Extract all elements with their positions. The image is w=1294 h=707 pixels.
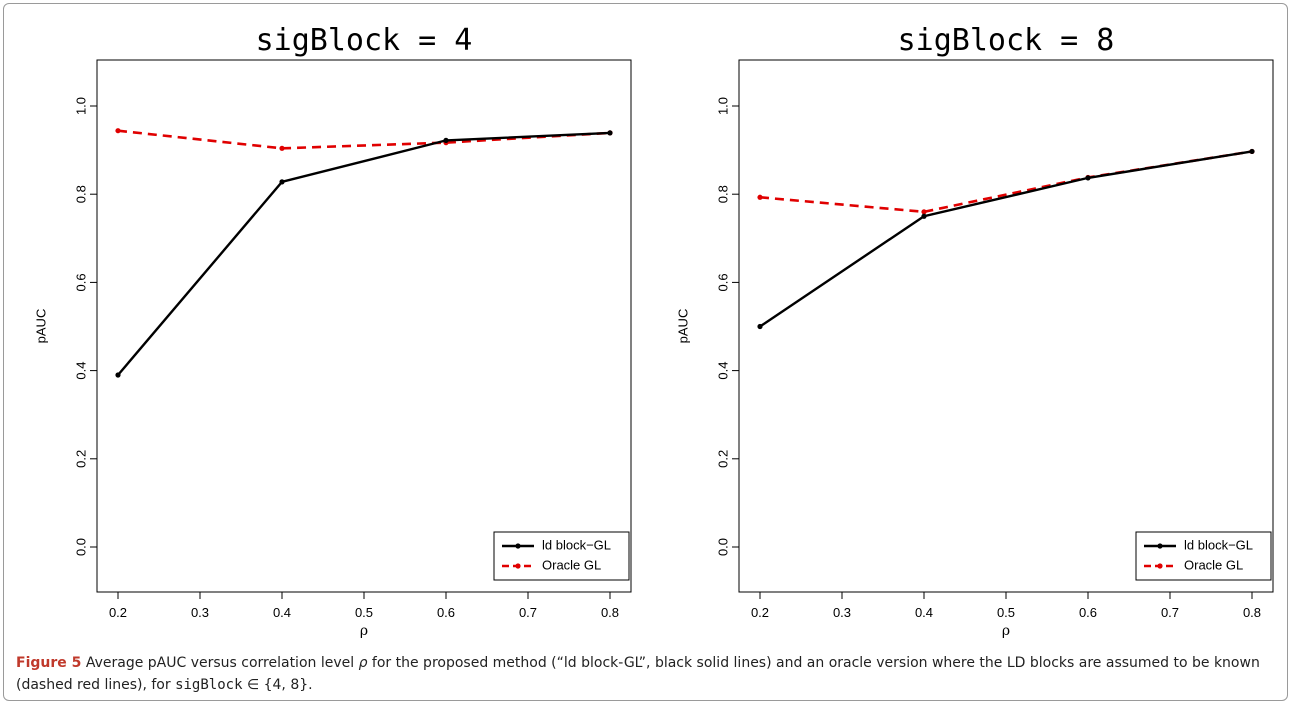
- x-tick-label: 0.5: [997, 605, 1015, 620]
- y-tick-label: 0.2: [715, 450, 730, 468]
- figure-frame: [3, 3, 1288, 701]
- y-tick-label: 0.0: [73, 538, 88, 556]
- x-tick-label: 0.8: [1243, 605, 1261, 620]
- data-point-ld-block-gl: [1249, 148, 1255, 155]
- x-axis-label: ρ: [360, 623, 368, 639]
- caption-text-1: Average pAUC versus correlation level: [81, 655, 359, 671]
- y-axis-label: pAUC: [675, 309, 690, 344]
- y-tick-label: 0.6: [73, 273, 88, 291]
- x-tick-label: 0.2: [751, 605, 769, 620]
- legend-entry-label: ld block−GL: [1184, 537, 1253, 552]
- legend-marker: [515, 563, 521, 569]
- plot-frame: [738, 59, 1274, 593]
- data-point-ld-block-gl: [921, 213, 927, 219]
- legend-box: [1135, 531, 1272, 581]
- series-line-oracle-gl: [759, 150, 1253, 214]
- chart-title: sigBlock = 8: [898, 23, 1115, 58]
- y-tick-label: 0.6: [715, 273, 730, 291]
- series-line-oracle-gl: [117, 129, 611, 150]
- x-tick-label: 0.4: [273, 605, 291, 620]
- y-tick-label: 1.0: [73, 97, 88, 115]
- x-tick-label: 0.5: [355, 605, 373, 620]
- chart-title: sigBlock = 4: [256, 23, 473, 58]
- y-tick-label: 1.0: [715, 97, 730, 115]
- series-line-ld-block-gl: [117, 131, 611, 376]
- chart-panel-1: sigBlock = 4 0.2 0.3 0.4 0.5 0.6 0.7 0.8 0.0 0.2 0…: [33, 23, 632, 639]
- legend-marker: [1157, 563, 1163, 569]
- legend-entry-label: Oracle GL: [1184, 557, 1243, 572]
- legend-box: [493, 531, 630, 581]
- y-tick-label: 0.8: [715, 185, 730, 203]
- data-point-oracle-gl: [115, 128, 121, 134]
- legend-entry-label: ld block−GL: [542, 537, 611, 552]
- data-point-ld-block-gl: [607, 130, 613, 136]
- y-axis-label: pAUC: [33, 309, 48, 344]
- y-tick-label: 0.4: [715, 362, 730, 380]
- x-tick-label: 0.7: [1161, 605, 1179, 620]
- caption-text-2: for the proposed method (“ld block-GL”, …: [16, 655, 1260, 693]
- legend-marker: [515, 543, 521, 549]
- data-point-ld-block-gl: [115, 372, 121, 378]
- legend-entry-label: Oracle GL: [542, 557, 601, 572]
- data-point-oracle-gl: [279, 145, 285, 151]
- chart-panel-2: sigBlock = 8 0.2 0.3 0.4 0.5 0.6 0.7 0.8 0.0 0.2 0…: [675, 23, 1274, 639]
- data-point-ld-block-gl: [279, 179, 285, 185]
- data-point-oracle-gl: [757, 194, 763, 200]
- data-point-ld-block-gl: [757, 323, 763, 330]
- caption-text-3: ∈ {4, 8}.: [242, 677, 313, 693]
- data-point-ld-block-gl: [443, 137, 449, 143]
- data-point-oracle-gl: [921, 209, 927, 215]
- y-tick-label: 0.8: [73, 185, 88, 203]
- x-axis-label: ρ: [1002, 623, 1010, 639]
- x-tick-label: 0.7: [519, 605, 537, 620]
- figure-label: Figure 5: [16, 655, 82, 671]
- legend-marker: [1157, 543, 1163, 549]
- y-tick-label: 0.0: [715, 538, 730, 556]
- data-point-ld-block-gl: [1085, 175, 1091, 181]
- x-tick-label: 0.3: [833, 605, 851, 620]
- series-line-ld-block-gl: [759, 150, 1253, 328]
- plot-frame: [96, 59, 632, 593]
- y-tick-label: 0.2: [73, 450, 88, 468]
- x-tick-label: 0.3: [191, 605, 209, 620]
- x-tick-label: 0.4: [915, 605, 933, 620]
- x-tick-label: 0.6: [1079, 605, 1097, 620]
- y-tick-label: 0.4: [73, 362, 88, 380]
- caption-rho: ρ: [358, 655, 368, 671]
- caption-code: sigBlock: [175, 677, 243, 693]
- x-tick-label: 0.6: [437, 605, 455, 620]
- figure-caption: Figure 5 Average pAUC versus correlation…: [16, 652, 1278, 696]
- x-tick-label: 0.2: [109, 605, 127, 620]
- x-tick-label: 0.8: [601, 605, 619, 620]
- figure-plots: sigBlock = 4 0.2 0.3 0.4 0.5 0.6 0.7 0.8 0.0 0.2 0…: [33, 23, 1274, 639]
